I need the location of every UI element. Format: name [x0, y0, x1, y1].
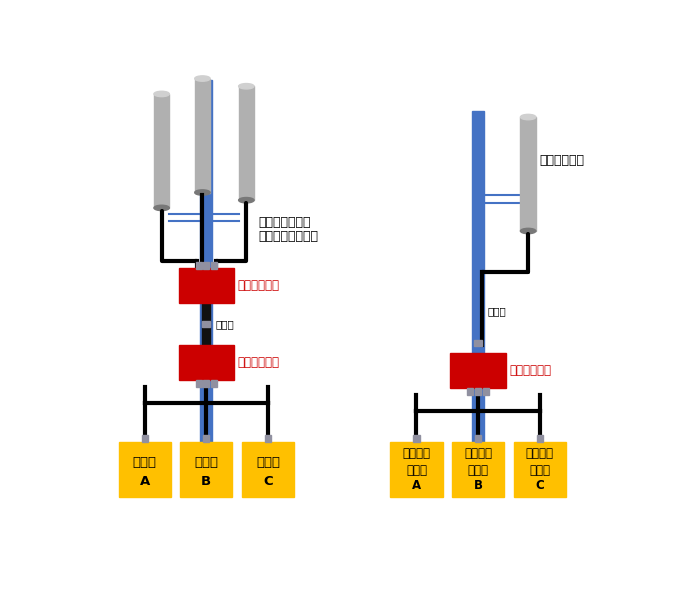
Bar [203, 380, 209, 387]
Ellipse shape [520, 115, 536, 120]
Bar [514, 442, 566, 497]
Ellipse shape [239, 197, 254, 203]
Text: 携帯電話: 携帯電話 [402, 447, 430, 460]
Bar [414, 434, 419, 442]
Text: C: C [536, 479, 544, 493]
Bar [200, 80, 212, 480]
Ellipse shape [195, 190, 210, 195]
Text: 給電線: 給電線 [487, 306, 506, 316]
Bar [239, 86, 254, 200]
Bar [475, 388, 481, 395]
Bar [203, 434, 209, 442]
Text: 給電線: 給電線 [216, 319, 234, 329]
Bar [391, 442, 442, 497]
Bar [203, 262, 209, 269]
Text: 携帯電話: 携帯電話 [526, 447, 554, 460]
Text: B: B [474, 479, 482, 493]
Bar [472, 110, 484, 480]
Bar [211, 262, 217, 269]
Text: 周波数共用器: 周波数共用器 [238, 279, 280, 292]
Text: 共用アンテナ: 共用アンテナ [540, 154, 584, 167]
Bar [195, 79, 210, 193]
Text: A: A [139, 475, 150, 488]
Bar [195, 262, 202, 269]
Bar [452, 442, 504, 497]
Bar [195, 380, 202, 387]
Bar [180, 442, 232, 497]
Text: 事業者: 事業者 [468, 464, 489, 477]
Bar [202, 303, 210, 346]
Ellipse shape [154, 205, 169, 211]
Bar [141, 434, 148, 442]
Text: A: A [412, 479, 421, 493]
Text: 周波数: 周波数 [256, 456, 280, 469]
Bar [537, 434, 542, 442]
Bar [475, 434, 481, 442]
Bar [450, 353, 506, 388]
Bar [118, 442, 171, 497]
Ellipse shape [520, 229, 536, 234]
Bar [474, 340, 482, 346]
Text: セクターアンテナ: セクターアンテナ [258, 230, 318, 242]
Ellipse shape [239, 83, 254, 89]
Bar [154, 94, 169, 208]
Bar [211, 380, 217, 387]
Bar [241, 442, 294, 497]
Bar [520, 117, 536, 231]
Text: C: C [263, 475, 273, 488]
Bar [202, 321, 210, 327]
Bar [483, 388, 489, 395]
Text: 周波数共用器: 周波数共用器 [510, 364, 552, 377]
Text: 携帯電話: 携帯電話 [464, 447, 492, 460]
Text: 事業者: 事業者 [406, 464, 427, 477]
Text: 事業者: 事業者 [529, 464, 550, 477]
Bar [468, 388, 473, 395]
Ellipse shape [154, 91, 169, 97]
Bar [178, 346, 234, 380]
Text: 周波数: 周波数 [195, 456, 218, 469]
Text: 周波数共用器: 周波数共用器 [238, 356, 280, 369]
Text: B: B [201, 475, 211, 488]
Text: 周波数: 周波数 [133, 456, 157, 469]
Bar [178, 268, 234, 303]
Ellipse shape [195, 76, 210, 81]
Text: 携帯電話事業者: 携帯電話事業者 [258, 215, 311, 229]
Bar [265, 434, 271, 442]
